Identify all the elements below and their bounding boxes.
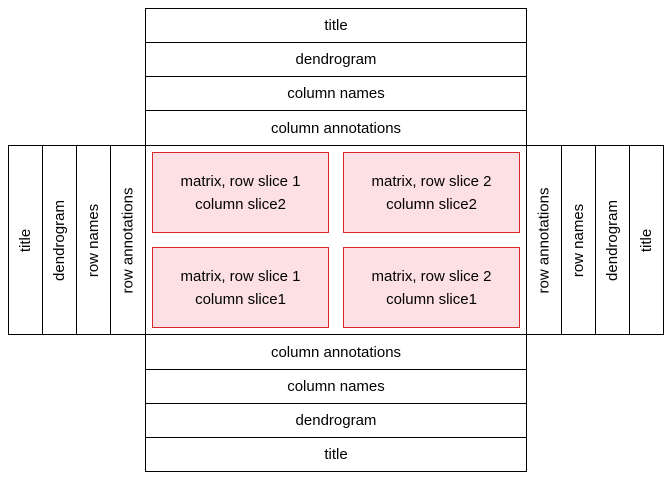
matrix-cell-row2-col1: matrix, row slice 2 column slice1 (343, 247, 520, 328)
bottom-dendrogram-label: dendrogram (295, 412, 377, 429)
left-row-names-label: row names (85, 203, 103, 277)
left-row-names-box: row names (76, 145, 111, 335)
right-row-annotations-label: row annotations (535, 187, 553, 293)
left-row-annotations-label: row annotations (119, 187, 137, 293)
matrix-cell-row1-col1: matrix, row slice 1 column slice1 (152, 247, 329, 328)
right-row-names-label: row names (570, 203, 588, 277)
left-title-label: title (17, 228, 34, 252)
left-title-box: title (8, 145, 43, 335)
matrix-cell-line2: column slice2 (195, 195, 286, 213)
right-dendrogram-label: dendrogram (604, 199, 622, 281)
matrix-cell-line1: matrix, row slice 1 (180, 172, 301, 190)
matrix-cell-line2: column slice1 (195, 290, 286, 308)
bottom-column-annotations-label: column annotations (270, 343, 402, 361)
left-dendrogram-label: dendrogram (51, 199, 69, 281)
left-row-annotations-box: row annotations (110, 145, 146, 335)
matrix-cell-line2: column slice1 (386, 290, 477, 308)
right-row-annotations-box: row annotations (526, 145, 562, 335)
matrix-cell-row2-col2: matrix, row slice 2 column slice2 (343, 152, 520, 233)
matrix-cell-line1: matrix, row slice 2 (371, 267, 492, 285)
top-title-label: title (324, 17, 348, 34)
right-dendrogram-box: dendrogram (595, 145, 630, 335)
bottom-title-label: title (324, 446, 348, 463)
matrix-cell-line1: matrix, row slice 2 (371, 172, 492, 190)
right-title-box: title (629, 145, 664, 335)
top-column-annotations-box: column annotations (145, 110, 527, 146)
left-dendrogram-box: dendrogram (42, 145, 77, 335)
top-column-annotations-label: column annotations (270, 119, 402, 137)
matrix-cell-line1: matrix, row slice 1 (180, 267, 301, 285)
bottom-title-box: title (145, 437, 527, 472)
right-row-names-box: row names (561, 145, 596, 335)
bottom-column-annotations-box: column annotations (145, 334, 527, 370)
bottom-column-names-label: column names (287, 378, 385, 395)
matrix-cell-line2: column slice2 (386, 195, 477, 213)
top-title-box: title (145, 8, 527, 43)
top-column-names-box: column names (145, 76, 527, 111)
matrix-cell-row1-col2: matrix, row slice 1 column slice2 (152, 152, 329, 233)
top-dendrogram-box: dendrogram (145, 42, 527, 77)
top-column-names-label: column names (287, 85, 385, 102)
right-title-label: title (638, 228, 655, 252)
bottom-dendrogram-box: dendrogram (145, 403, 527, 438)
bottom-column-names-box: column names (145, 369, 527, 404)
top-dendrogram-label: dendrogram (295, 51, 377, 68)
